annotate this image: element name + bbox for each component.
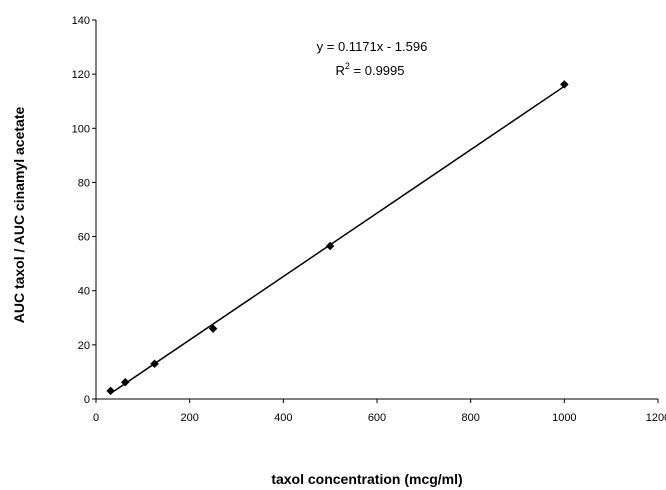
- x-tick-label: 400: [274, 412, 292, 424]
- r-squared-suffix: = 0.9995: [350, 63, 405, 78]
- x-tick-label: 200: [180, 412, 198, 424]
- x-tick-label: 1000: [552, 412, 576, 424]
- x-tick-label: 600: [368, 412, 386, 424]
- r-squared-label: R2 = 0.9995: [336, 61, 405, 78]
- y-tick-label: 40: [78, 286, 90, 298]
- x-tick-label: 0: [93, 412, 99, 424]
- data-point: [106, 386, 115, 396]
- x-tick-label: 800: [461, 412, 479, 424]
- y-axis-ticks: 0 20 40 60 80 100 120 140: [72, 15, 96, 406]
- r-squared-superscript: 2: [345, 61, 350, 71]
- y-tick-label: 80: [78, 177, 90, 189]
- x-tick-label: 1200: [646, 412, 666, 424]
- x-axis-title: taxol concentration (mcg/ml): [271, 471, 462, 487]
- y-tick-label: 0: [84, 394, 90, 406]
- r-squared-prefix: R: [336, 63, 345, 78]
- data-point: [559, 80, 569, 89]
- y-tick-label: 100: [72, 123, 90, 135]
- data-point: [325, 241, 335, 251]
- y-axis-title: AUC taxol / AUC cinamyl acetate: [11, 107, 27, 324]
- data-point: [208, 324, 218, 333]
- trendline-equation: y = 0.1171x - 1.596: [317, 39, 428, 54]
- data-point: [150, 359, 159, 369]
- data-point: [120, 377, 130, 387]
- trendline: [110, 85, 565, 395]
- y-tick-label: 60: [78, 232, 90, 244]
- y-tick-label: 140: [72, 15, 90, 27]
- x-axis-ticks: 0 200 400 600 800 1000 1200: [93, 399, 666, 424]
- y-tick-label: 120: [72, 69, 90, 81]
- data-points: [106, 80, 569, 396]
- y-tick-label: 20: [78, 340, 90, 352]
